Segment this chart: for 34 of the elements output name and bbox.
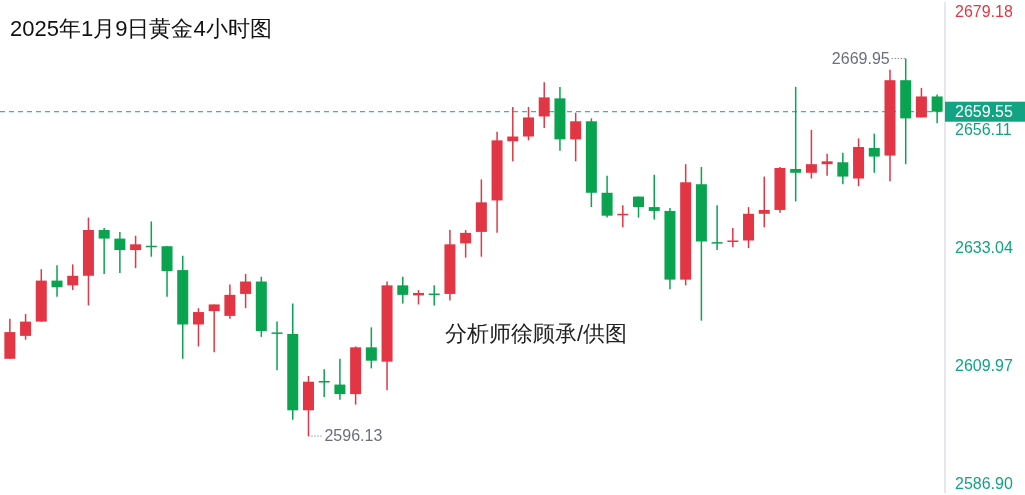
candlestick: [853, 137, 865, 187]
candlestick: [130, 234, 142, 269]
candlestick: [82, 216, 94, 307]
candlestick: [350, 345, 362, 406]
candlestick: [177, 255, 189, 360]
y-tick-label: 2656.11: [955, 120, 1012, 138]
y-tick-label: 2586.90: [955, 474, 1013, 492]
annotation: 分析师徐顾承/供图: [445, 320, 628, 346]
candlestick: [35, 268, 47, 323]
candlestick: [570, 111, 582, 163]
candlestick: [790, 86, 802, 203]
candlestick: [711, 204, 723, 251]
annotation: 2596.13: [324, 427, 383, 445]
candlestick: [255, 276, 267, 338]
text: 2025年1月9日黄金4小时图: [10, 16, 272, 41]
candlestick: [475, 178, 487, 258]
candlestick: [900, 57, 912, 165]
candlestick: [805, 129, 817, 180]
candlestick: [680, 163, 692, 287]
candlestick: [585, 117, 597, 208]
y-tick-label: 2679.18: [955, 2, 1013, 20]
candlestick: [758, 175, 770, 228]
ref-line-label: 2659.55: [955, 103, 1013, 121]
candlestick: [523, 106, 535, 142]
y-tick-label: 2609.97: [955, 356, 1013, 374]
candlestick: [727, 227, 739, 248]
annotation: 2669.95: [831, 49, 890, 67]
candlestick: [271, 320, 283, 372]
candlestick: [695, 166, 707, 322]
candlestick: [868, 132, 880, 174]
candlestick: [915, 87, 927, 119]
candlestick: [365, 326, 377, 370]
y-tick-label: 2633.04: [955, 238, 1013, 256]
candlestick: [318, 368, 330, 398]
